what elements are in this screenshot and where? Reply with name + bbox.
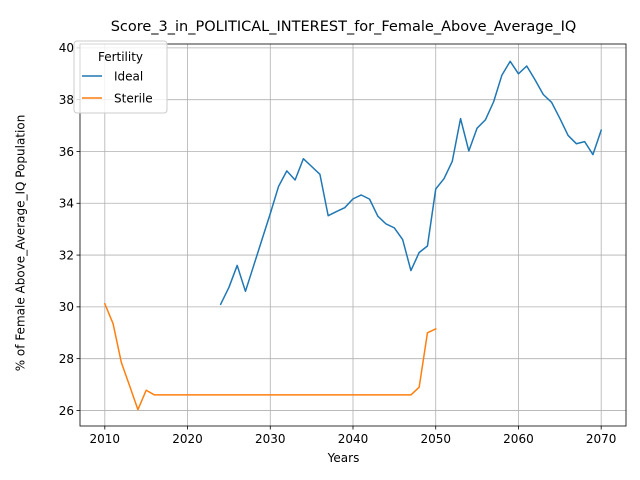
- y-tick-label: 34: [59, 197, 74, 211]
- y-axis: 26 28 30 32 34 36 38 40: [59, 41, 80, 418]
- plot-area: [103, 60, 603, 411]
- y-tick-label: 38: [59, 93, 74, 107]
- y-tick-label: 32: [59, 248, 74, 262]
- y-tick-label: 40: [59, 41, 74, 55]
- legend-box: [73, 40, 168, 114]
- y-axis-label: % of Female Above_Average_IQ Population: [14, 115, 28, 372]
- series-line-ideal: [219, 60, 603, 306]
- x-axis: 2010 2020 2030 2040 2050 2060 2070: [90, 426, 617, 446]
- x-tick-label: 2050: [420, 432, 451, 446]
- y-tick-label: 26: [59, 404, 74, 418]
- chart-title: Score_3_in_POLITICAL_INTEREST_for_Female…: [111, 19, 577, 35]
- legend: Fertility Ideal Sterile: [73, 40, 168, 114]
- x-tick-label: 2030: [255, 432, 286, 446]
- y-tick-label: 30: [59, 300, 74, 314]
- legend-label-sterile: Sterile: [114, 92, 153, 106]
- y-tick-label: 28: [59, 352, 74, 366]
- legend-label-ideal: Ideal: [114, 70, 143, 84]
- x-axis-label: Years: [327, 451, 360, 465]
- x-tick-label: 2020: [172, 432, 203, 446]
- legend-title: Fertility: [98, 50, 143, 64]
- x-tick-label: 2040: [338, 432, 369, 446]
- x-tick-label: 2010: [90, 432, 121, 446]
- grid: [80, 44, 626, 426]
- series-line-sterile: [103, 302, 437, 411]
- y-tick-label: 36: [59, 145, 74, 159]
- x-tick-label: 2060: [503, 432, 534, 446]
- x-tick-label: 2070: [586, 432, 617, 446]
